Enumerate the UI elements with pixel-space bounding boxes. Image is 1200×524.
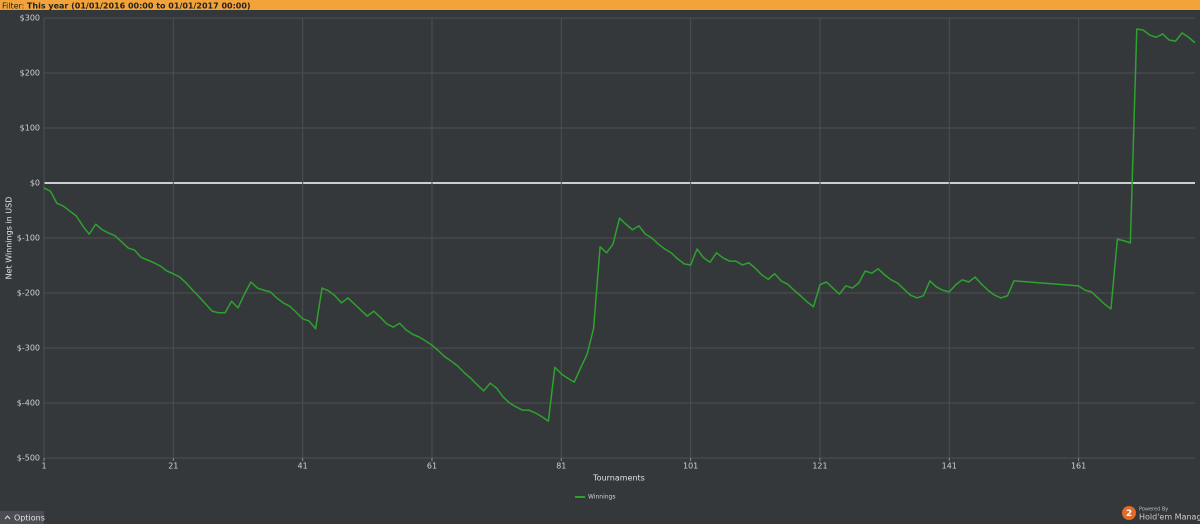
y-tick-label: $-100 [17, 234, 40, 243]
options-icon[interactable] [4, 515, 11, 520]
legend-label: Winnings [588, 494, 615, 501]
brand: Hold'em Manager [1139, 513, 1200, 522]
x-tick-label: 41 [298, 462, 308, 471]
y-tick-label: $0 [30, 179, 40, 188]
y-tick-label: $-500 [17, 454, 40, 463]
y-tick-label: $200 [20, 69, 40, 78]
x-tick-label: 141 [942, 462, 957, 471]
filter-label: Filter: [2, 1, 24, 10]
y-axis-label: Net Winnings in USD [5, 197, 14, 280]
x-tick-label: 121 [812, 462, 827, 471]
x-tick-label: 101 [683, 462, 698, 471]
x-tick-label: 161 [1071, 462, 1086, 471]
series-line [43, 28, 1196, 422]
x-tick-label: 61 [427, 462, 437, 471]
y-tick-label: $100 [20, 124, 40, 133]
x-axis-label: Tournaments [592, 474, 645, 483]
x-tick-label: 81 [556, 462, 566, 471]
y-tick-label: $-400 [17, 399, 40, 408]
y-tick-label: $300 [20, 14, 40, 23]
logo: 2 Powered By Hold'em Manager [1122, 506, 1200, 522]
logo-number: 2 [1126, 509, 1132, 519]
x-tick-label: 1 [41, 462, 46, 471]
logo-circle [1122, 506, 1136, 520]
x-tick-label: 21 [168, 462, 178, 471]
filter-bar [0, 0, 1200, 10]
y-tick-label: $-200 [17, 289, 40, 298]
powered-by: Powered By [1139, 507, 1168, 513]
options-button[interactable]: Options [0, 511, 45, 524]
filter-text: Filter: This year (01/01/2016 00:00 to 0… [2, 1, 251, 10]
y-tick-label: $-300 [17, 344, 40, 353]
filter-value: This year (01/01/2016 00:00 to 01/01/201… [27, 1, 251, 10]
options-bg[interactable] [0, 511, 44, 524]
options-text[interactable]: Options [14, 514, 45, 523]
